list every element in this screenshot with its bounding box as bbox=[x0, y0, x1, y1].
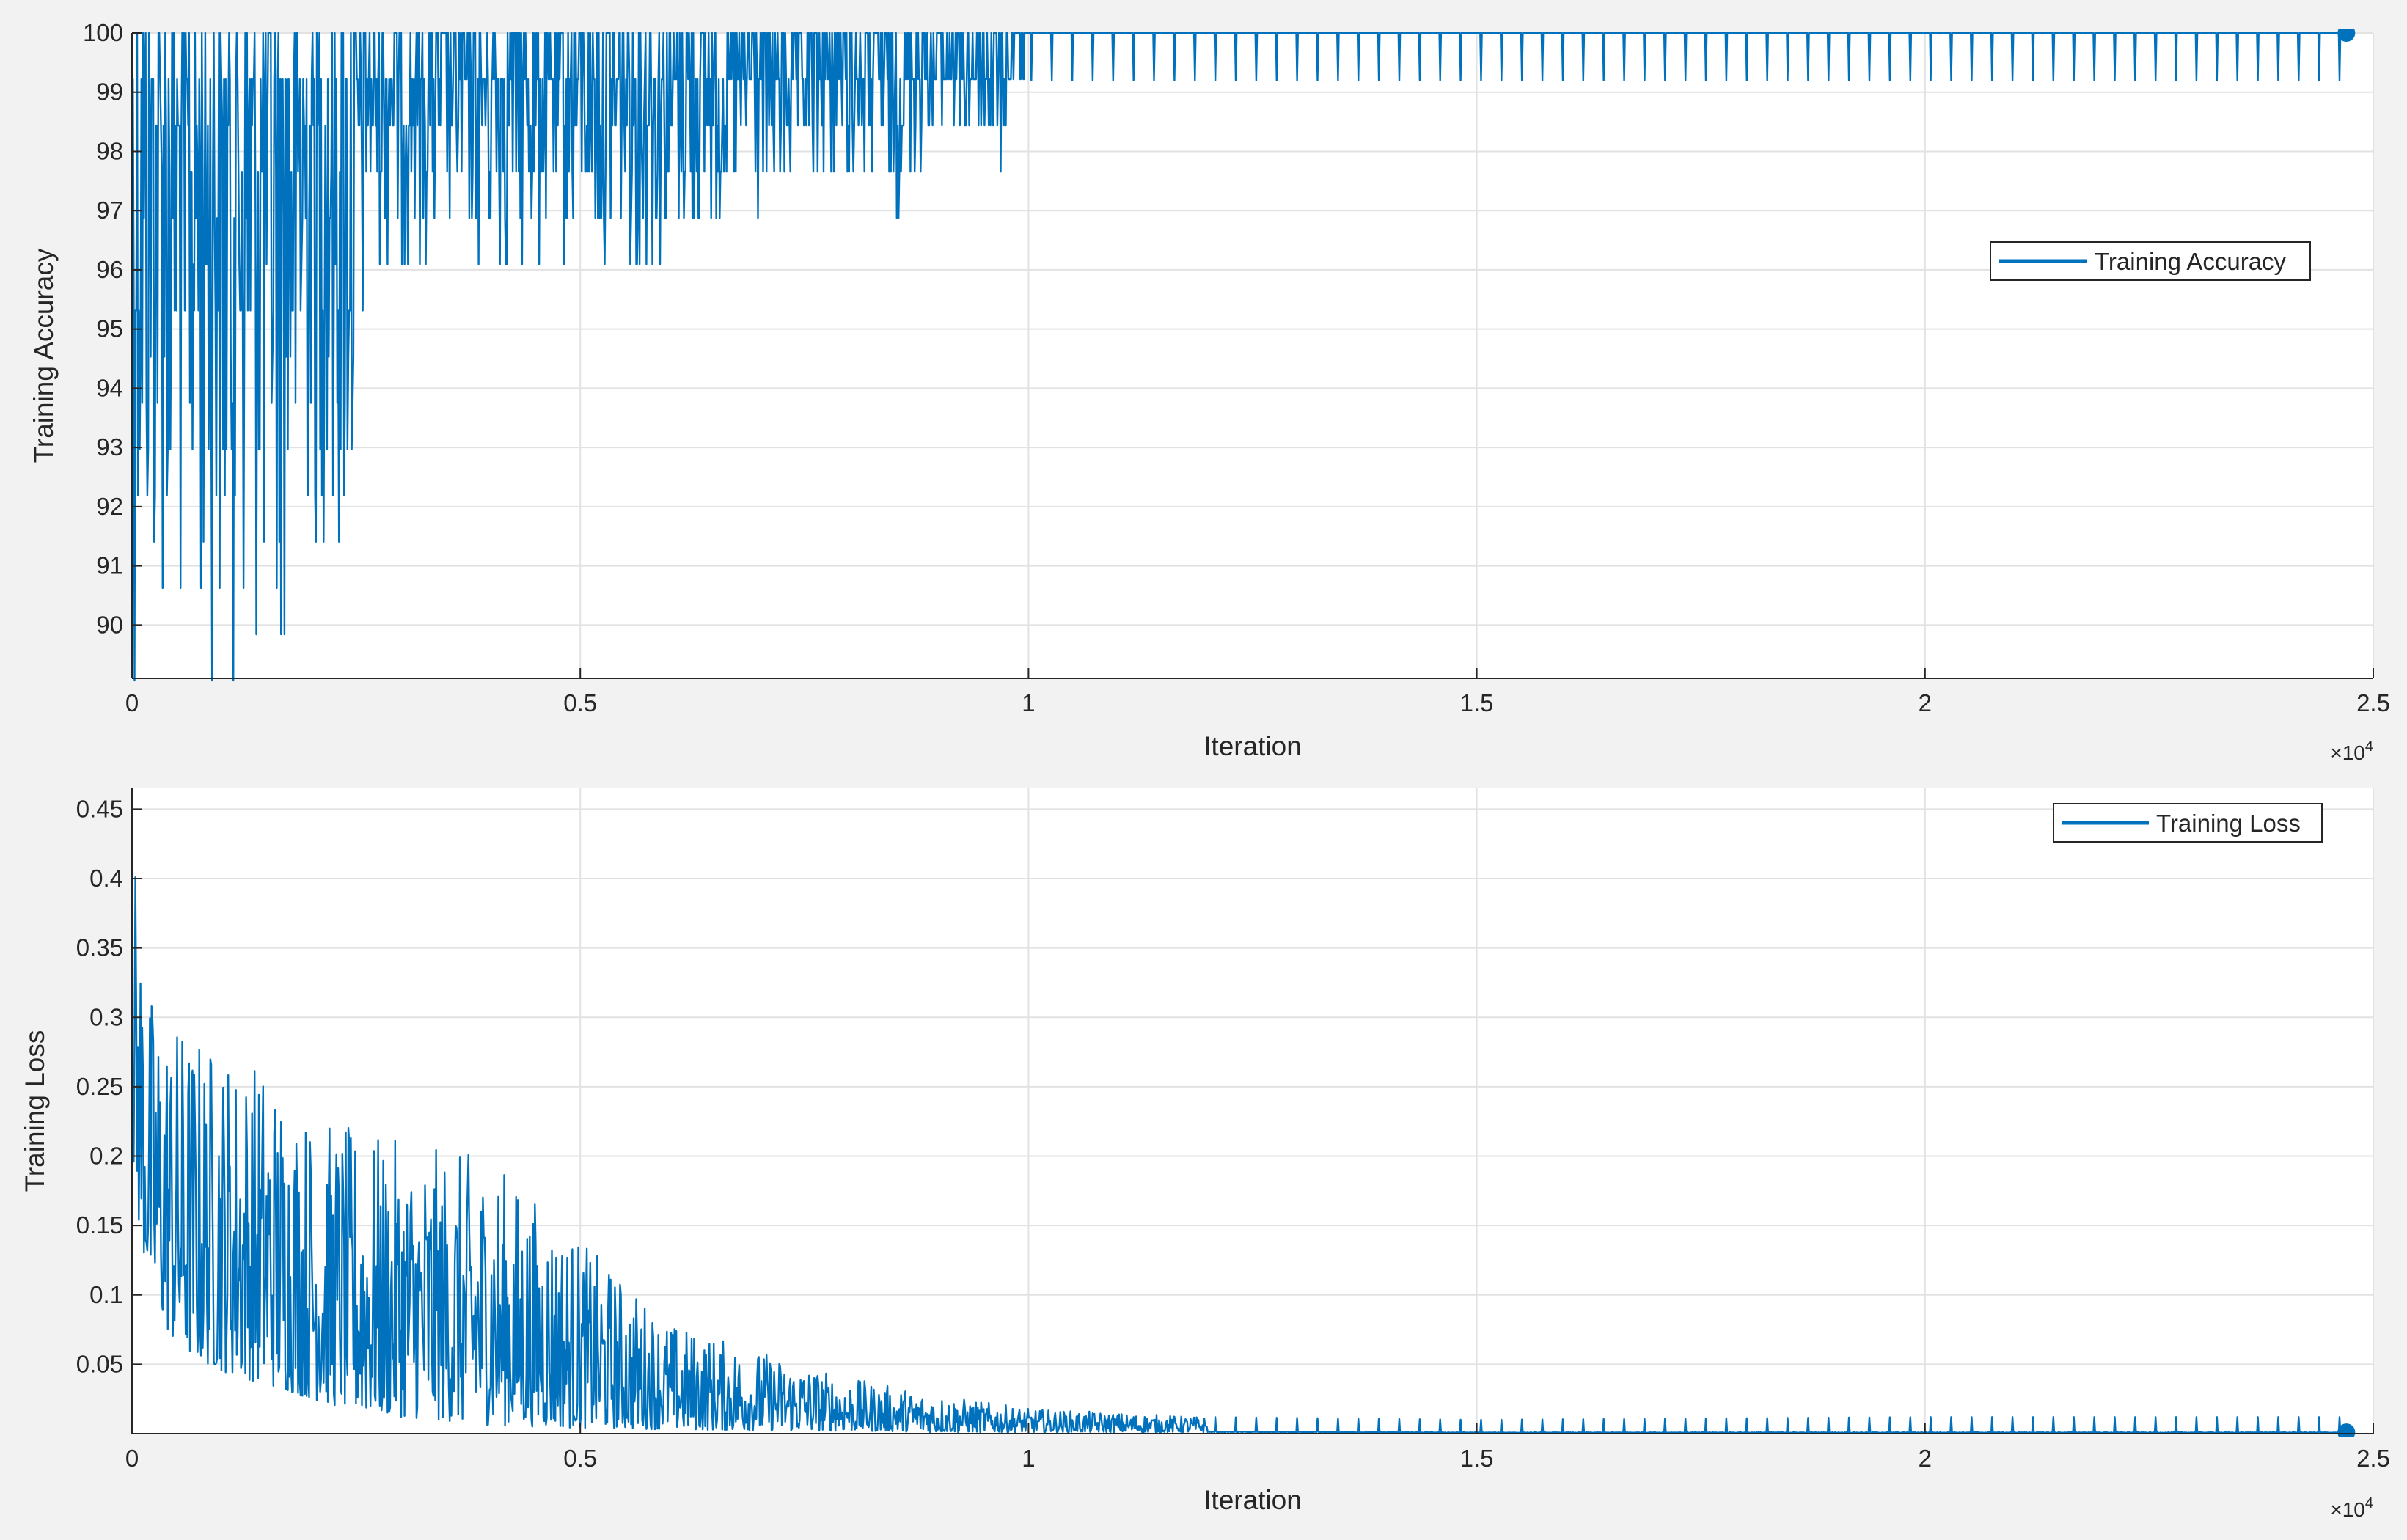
loss-x-tick-label: 1.5 bbox=[1460, 1445, 1494, 1472]
accuracy-grid bbox=[131, 32, 2374, 678]
loss-legend-label: Training Loss bbox=[2156, 810, 2301, 837]
acc-y-tick-label: 96 bbox=[96, 256, 123, 283]
accuracy-x-tick-labels: 0 0.5 1 1.5 2 2.5 bbox=[125, 689, 2390, 716]
loss-final-point-marker bbox=[2337, 1423, 2356, 1437]
accuracy-y-tick-labels: 90 91 92 93 94 95 96 97 98 99 100 bbox=[83, 19, 123, 638]
acc-final-point-marker bbox=[2337, 29, 2356, 42]
loss-y-tick-label: 0.35 bbox=[76, 934, 123, 961]
loss-x-tick-label: 1 bbox=[1022, 1445, 1035, 1472]
acc-x-tick-label: 1.5 bbox=[1460, 689, 1494, 716]
acc-y-tick-label: 94 bbox=[96, 374, 123, 401]
accuracy-x-exponent: ×104 bbox=[2330, 738, 2373, 764]
loss-x-tick-label: 2 bbox=[1919, 1445, 1932, 1472]
acc-y-tick-label: 98 bbox=[96, 137, 123, 164]
acc-y-tick-label: 90 bbox=[96, 611, 123, 638]
acc-x-tick-label: 0 bbox=[125, 689, 139, 716]
acc-x-tick-label: 0.5 bbox=[563, 689, 597, 716]
acc-x-tick-label: 1 bbox=[1022, 689, 1035, 716]
loss-x-exponent: ×104 bbox=[2330, 1495, 2373, 1521]
accuracy-legend-label: Training Accuracy bbox=[2095, 248, 2287, 275]
acc-x-tick-label: 2 bbox=[1919, 689, 1932, 716]
loss-chart: 0 0.5 1 1.5 2 2.5 0.050.10.150.20.250.30.350.… bbox=[20, 788, 2390, 1521]
loss-series-path bbox=[132, 876, 2347, 1434]
acc-y-tick-label: 93 bbox=[96, 433, 123, 461]
loss-x-tick-label: 0 bbox=[125, 1445, 139, 1472]
loss-y-tick-label: 0.1 bbox=[89, 1281, 123, 1308]
acc-y-tick-label: 91 bbox=[96, 552, 123, 579]
accuracy-series-line bbox=[132, 29, 2356, 682]
accuracy-y-axis-label: Training Accuracy bbox=[29, 248, 59, 463]
loss-legend: Training Loss bbox=[2053, 803, 2323, 843]
loss-grid bbox=[131, 788, 2374, 1434]
loss-x-tick-labels: 0 0.5 1 1.5 2 2.5 bbox=[125, 1445, 2390, 1472]
loss-y-tick-label: 0.25 bbox=[76, 1073, 123, 1100]
loss-y-tick-label: 0.4 bbox=[89, 865, 123, 892]
accuracy-legend: Training Accuracy bbox=[1990, 241, 2311, 281]
loss-y-axis-label: Training Loss bbox=[20, 1030, 50, 1192]
acc-y-tick-label: 99 bbox=[96, 78, 123, 106]
loss-y-tick-labels: 0.05 0.1 0.15 0.2 0.25 0.3 0.35 0.4 0.45 bbox=[76, 795, 123, 1377]
accuracy-chart: 0 0.5 1 1.5 2 2.5 90 91 92 93 94 95 96 97 98 99 100 Ite… bbox=[29, 19, 2390, 764]
accuracy-x-axis-label: Iteration bbox=[1204, 731, 1302, 761]
loss-y-tick-label: 0.45 bbox=[76, 795, 123, 822]
acc-y-tick-label: 100 bbox=[83, 19, 123, 46]
acc-y-tick-label: 92 bbox=[96, 493, 123, 520]
acc-y-tick-label: 95 bbox=[96, 315, 123, 342]
loss-y-tick-label: 0.3 bbox=[89, 1003, 123, 1030]
loss-y-tick-label: 0.05 bbox=[76, 1350, 123, 1377]
loss-y-tick-label: 0.2 bbox=[89, 1143, 123, 1170]
acc-x-tick-label: 2.5 bbox=[2356, 689, 2390, 716]
loss-plot-area bbox=[132, 788, 2373, 1434]
acc-y-tick-label: 97 bbox=[96, 197, 123, 224]
loss-x-tick-label: 2.5 bbox=[2356, 1445, 2390, 1472]
acc-series-path bbox=[132, 32, 2347, 682]
loss-x-tick-label: 0.5 bbox=[563, 1445, 597, 1472]
loss-y-tick-label: 0.15 bbox=[76, 1211, 123, 1239]
accuracy-axes bbox=[131, 32, 2374, 679]
loss-axes bbox=[131, 788, 2374, 1434]
loss-x-axis-label: Iteration bbox=[1204, 1485, 1302, 1515]
accuracy-plot-area bbox=[132, 33, 2373, 678]
